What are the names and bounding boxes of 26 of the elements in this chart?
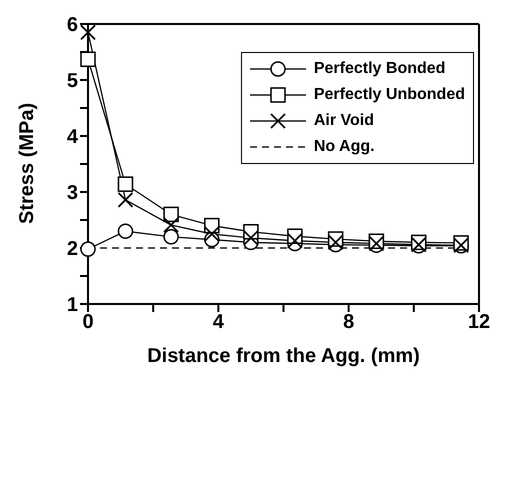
x-axis-title: Distance from the Agg. (mm)	[147, 345, 420, 367]
legend-label: Perfectly Bonded	[314, 60, 446, 78]
point	[204, 226, 220, 242]
legend-label: Perfectly Unbonded	[314, 86, 465, 104]
point	[163, 206, 179, 222]
x-tick-label: 0	[82, 311, 94, 334]
legend-label: No Agg.	[314, 138, 375, 156]
y-tick-label: 2	[66, 238, 78, 260]
point	[163, 217, 179, 233]
point	[163, 229, 179, 245]
point	[118, 223, 134, 239]
y-axis-title: Stress (MPa)	[16, 102, 38, 224]
y-tick-label: 3	[66, 182, 78, 204]
y-tick-label: 1	[66, 294, 78, 316]
point	[118, 192, 134, 208]
y-tick-label: 5	[66, 70, 78, 92]
x-tick-label: 12	[468, 311, 490, 334]
point	[80, 52, 96, 68]
x-tick-label: 4	[212, 311, 225, 334]
y-tick-label: 4	[66, 126, 79, 148]
point	[287, 232, 303, 249]
point	[118, 176, 134, 192]
x-tick-label: 8	[343, 311, 354, 334]
y-tick-label: 6	[66, 14, 78, 36]
legend-label: Air Void	[314, 112, 374, 130]
point	[243, 230, 259, 246]
